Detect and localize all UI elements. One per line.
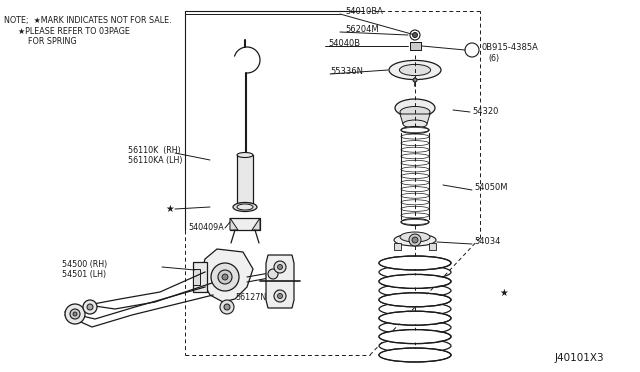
- Circle shape: [268, 269, 278, 279]
- Text: 56204M: 56204M: [345, 26, 379, 35]
- Text: 54320: 54320: [472, 106, 499, 115]
- Circle shape: [87, 304, 93, 310]
- Text: FOR SPRING: FOR SPRING: [28, 38, 77, 46]
- Polygon shape: [394, 243, 401, 250]
- Polygon shape: [252, 218, 260, 230]
- Circle shape: [413, 32, 417, 38]
- Ellipse shape: [233, 202, 257, 212]
- Polygon shape: [193, 269, 200, 285]
- Text: 54050M: 54050M: [474, 183, 508, 192]
- Ellipse shape: [379, 349, 449, 361]
- Text: 54040B: 54040B: [328, 39, 360, 48]
- Circle shape: [222, 274, 228, 280]
- Ellipse shape: [400, 106, 430, 118]
- Ellipse shape: [379, 312, 449, 324]
- Ellipse shape: [379, 275, 449, 288]
- Ellipse shape: [389, 60, 441, 80]
- Text: 54501 (LH): 54501 (LH): [62, 270, 106, 279]
- Circle shape: [278, 264, 282, 269]
- Circle shape: [278, 294, 282, 298]
- Ellipse shape: [401, 218, 429, 225]
- Ellipse shape: [379, 331, 449, 343]
- Text: ★: ★: [499, 288, 508, 298]
- Circle shape: [409, 234, 421, 246]
- Text: 540409A: 540409A: [188, 224, 224, 232]
- Ellipse shape: [237, 202, 253, 208]
- Circle shape: [274, 290, 286, 302]
- Text: J40101X3: J40101X3: [555, 353, 605, 363]
- Polygon shape: [200, 249, 253, 302]
- Text: 54500 (RH): 54500 (RH): [62, 260, 108, 269]
- Circle shape: [218, 270, 232, 284]
- Polygon shape: [410, 42, 421, 50]
- Circle shape: [73, 312, 77, 316]
- Circle shape: [413, 78, 417, 82]
- Ellipse shape: [394, 234, 436, 246]
- Circle shape: [220, 300, 234, 314]
- Polygon shape: [266, 255, 294, 308]
- Ellipse shape: [237, 204, 253, 210]
- Circle shape: [224, 304, 230, 310]
- Polygon shape: [237, 155, 253, 205]
- Ellipse shape: [400, 232, 430, 242]
- Text: 54034: 54034: [474, 237, 500, 247]
- Circle shape: [211, 263, 239, 291]
- Polygon shape: [193, 262, 207, 292]
- Polygon shape: [400, 114, 430, 124]
- Circle shape: [412, 237, 418, 243]
- Circle shape: [65, 304, 85, 324]
- Polygon shape: [429, 243, 436, 250]
- Circle shape: [70, 309, 80, 319]
- Text: 54010BA: 54010BA: [345, 6, 383, 16]
- Ellipse shape: [237, 153, 253, 157]
- Ellipse shape: [395, 99, 435, 117]
- Ellipse shape: [403, 120, 427, 128]
- Ellipse shape: [379, 294, 449, 306]
- Text: 56110K  (RH): 56110K (RH): [128, 145, 180, 154]
- Ellipse shape: [399, 64, 431, 76]
- Text: 56127N: 56127N: [235, 292, 266, 301]
- Circle shape: [83, 300, 97, 314]
- Text: NOTE;  ★MARK INDICATES NOT FOR SALE.: NOTE; ★MARK INDICATES NOT FOR SALE.: [4, 16, 172, 25]
- Circle shape: [274, 261, 286, 273]
- Text: 56110KA (LH): 56110KA (LH): [128, 157, 182, 166]
- Polygon shape: [230, 218, 238, 230]
- Text: (6): (6): [488, 55, 499, 64]
- Text: 0B915-4385A: 0B915-4385A: [481, 44, 538, 52]
- Text: ★: ★: [165, 204, 173, 214]
- Ellipse shape: [379, 257, 449, 269]
- Polygon shape: [230, 218, 260, 230]
- Ellipse shape: [401, 126, 429, 134]
- Text: 55336N: 55336N: [330, 67, 363, 77]
- Text: ★PLEASE REFER TO 03PAGE: ★PLEASE REFER TO 03PAGE: [18, 26, 130, 35]
